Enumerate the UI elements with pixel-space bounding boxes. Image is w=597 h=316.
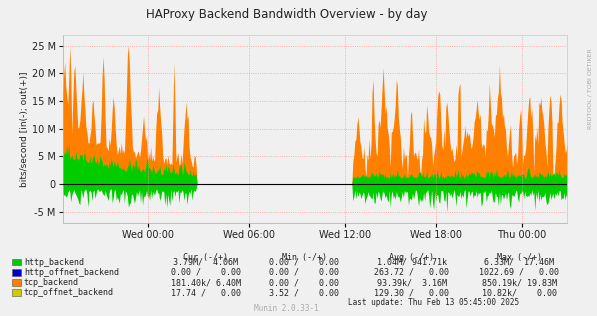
Text: 17.74 /   0.00: 17.74 / 0.00 bbox=[171, 288, 241, 297]
Text: Last update: Thu Feb 13 05:45:00 2025: Last update: Thu Feb 13 05:45:00 2025 bbox=[348, 298, 519, 307]
Text: 93.39k/  3.16M: 93.39k/ 3.16M bbox=[377, 278, 447, 287]
Text: tcp_backend: tcp_backend bbox=[24, 278, 79, 287]
Text: Munin 2.0.33-1: Munin 2.0.33-1 bbox=[254, 305, 319, 313]
Text: http_backend: http_backend bbox=[24, 258, 84, 267]
Text: HAProxy Backend Bandwidth Overview - by day: HAProxy Backend Bandwidth Overview - by … bbox=[146, 8, 427, 21]
Text: Min (-/+): Min (-/+) bbox=[282, 253, 327, 262]
Text: Avg (-/+): Avg (-/+) bbox=[389, 253, 435, 262]
Text: 181.40k/ 6.40M: 181.40k/ 6.40M bbox=[171, 278, 241, 287]
Text: tcp_offnet_backend: tcp_offnet_backend bbox=[24, 288, 114, 297]
Text: 850.19k/ 19.83M: 850.19k/ 19.83M bbox=[482, 278, 557, 287]
Text: Max (-/+): Max (-/+) bbox=[497, 253, 542, 262]
Text: 0.00 /    0.00: 0.00 / 0.00 bbox=[269, 278, 340, 287]
Text: Cur (-/+): Cur (-/+) bbox=[183, 253, 229, 262]
Text: 3.52 /    0.00: 3.52 / 0.00 bbox=[269, 288, 340, 297]
Text: 129.30 /   0.00: 129.30 / 0.00 bbox=[374, 288, 450, 297]
Text: 1022.69 /   0.00: 1022.69 / 0.00 bbox=[479, 268, 559, 277]
Text: 1.04M/ 941.71k: 1.04M/ 941.71k bbox=[377, 258, 447, 267]
Text: 3.79M/  4.06M: 3.79M/ 4.06M bbox=[174, 258, 238, 267]
Text: 0.00 /    0.00: 0.00 / 0.00 bbox=[269, 258, 340, 267]
Text: http_offnet_backend: http_offnet_backend bbox=[24, 268, 119, 277]
Text: 10.82k/    0.00: 10.82k/ 0.00 bbox=[482, 288, 557, 297]
Text: 0.00 /    0.00: 0.00 / 0.00 bbox=[171, 268, 241, 277]
Text: RRDTOOL / TOBI OETIKER: RRDTOOL / TOBI OETIKER bbox=[588, 48, 593, 129]
Text: 263.72 /   0.00: 263.72 / 0.00 bbox=[374, 268, 450, 277]
Text: 0.00 /    0.00: 0.00 / 0.00 bbox=[269, 268, 340, 277]
Text: 6.33M/  17.46M: 6.33M/ 17.46M bbox=[484, 258, 555, 267]
Y-axis label: bits/second [in(-); out(+)]: bits/second [in(-); out(+)] bbox=[20, 71, 29, 186]
